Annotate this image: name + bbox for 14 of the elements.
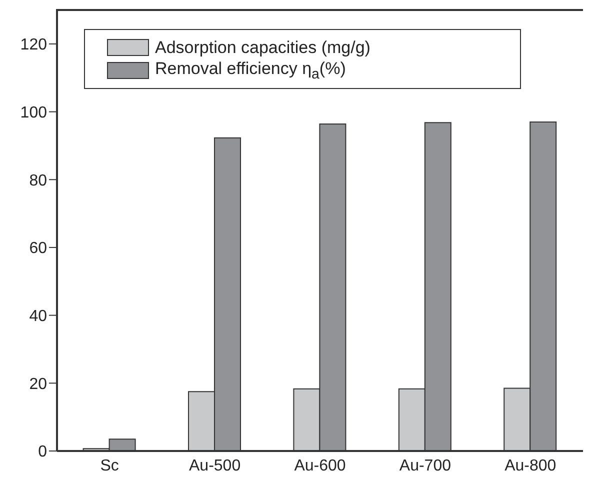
- legend-label: Removal efficiency η$_{a}$(%): [155, 58, 346, 82]
- legend-label: Adsorption capacities (mg/g): [155, 38, 370, 58]
- y-tick-label: 120: [20, 36, 48, 54]
- x-tick-label: Au-600: [294, 457, 346, 474]
- y-tick-label: 40: [29, 308, 48, 325]
- y-tick-label: 20: [29, 376, 48, 393]
- y-tick-label: 100: [20, 104, 48, 122]
- y-tick-label: 60: [29, 240, 48, 258]
- x-tick-label: Sc: [100, 457, 119, 474]
- x-tick-label: Au-800: [504, 457, 556, 474]
- x-tick-label: Au-500: [189, 457, 241, 474]
- y-tick-label: 80: [29, 172, 48, 190]
- x-tick-label: Au-700: [399, 457, 452, 474]
- y-tick-label: 0: [38, 444, 48, 461]
